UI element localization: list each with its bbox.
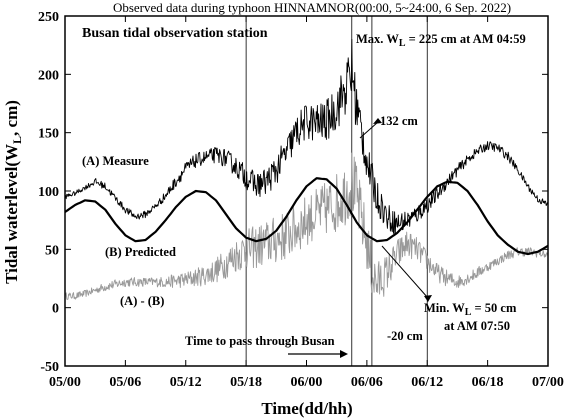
x-tick-label-7: 06/18 [472,375,504,390]
predicted-label: (B) Predicted [105,245,176,259]
y-axis-label: Tidal waterlevel(WL, cm) [2,100,24,284]
y-axis-label-tail: , cm) [2,100,21,136]
y-tick-label-4: 150 [38,127,59,142]
y-tick-label-2: 50 [45,243,59,258]
min-annotation-tail: = 50 cm [471,301,517,315]
x-tick-label-5: 06/06 [351,375,383,390]
y-tick-label-6: 250 [38,10,59,25]
x-axis-label: Time(dd/hh) [261,399,352,418]
x-tick-label-0: 05/00 [49,375,81,390]
min-arrowhead [424,295,432,302]
min-annotation: Min. WL = 50 cm [424,301,517,318]
x-tick-label-2: 05/12 [170,375,202,390]
x-axis-ticks: 05/00 05/06 05/12 05/18 06/00 06/06 06/12 06/18… [49,16,564,390]
pass-arrowhead [340,350,348,358]
min-annotation-time: at AM 07:50 [444,319,510,333]
x-tick-label-8: 07/00 [532,375,564,390]
min-annotation-main: Min. W [424,301,465,315]
max-annotation-tail: = 225 cm at AM 04:59 [406,32,526,46]
y-tick-label-5: 200 [38,68,59,83]
y-axis-ticks: -50 0 50 100 150 200 250 [38,10,548,375]
neg20-annotation: -20 cm [387,329,423,343]
max-annotation-main: Max. W [356,32,399,46]
measure-label: (A) Measure [82,154,149,168]
peak-132-arrow [359,121,379,139]
x-tick-label-1: 05/06 [109,375,141,390]
series-layer [64,38,549,300]
x-tick-label-3: 05/18 [230,375,262,390]
x-tick-label-4: 06/00 [291,375,323,390]
diff-label: (A) - (B) [120,294,164,308]
max-annotation: Max. WL = 225 cm at AM 04:59 [356,32,526,49]
x-tick-label-6: 06/12 [411,375,443,390]
series-line-0 [64,38,549,234]
peak-132-annotation: 132 cm [380,114,418,128]
max-annotation-sub: L [399,38,406,49]
peak-132-arrowhead [373,118,382,124]
station-label: Busan tidal observation station [82,26,268,41]
y-tick-label-0: -50 [40,360,59,375]
y-axis-label-sub: L [10,136,24,144]
y-tick-label-1: 0 [52,302,59,317]
series-line-1 [64,177,549,256]
pass-label: Time to pass through Busan [185,334,335,348]
chart-title: Observed data during typhoon HINNAMNOR(0… [113,0,511,15]
y-tick-label-3: 100 [38,185,59,200]
y-axis-label-main: Tidal waterlevel(W [2,144,21,284]
min-annotation-sub: L [465,307,472,318]
min-arrow [381,245,429,299]
series-line-2 [64,152,549,300]
